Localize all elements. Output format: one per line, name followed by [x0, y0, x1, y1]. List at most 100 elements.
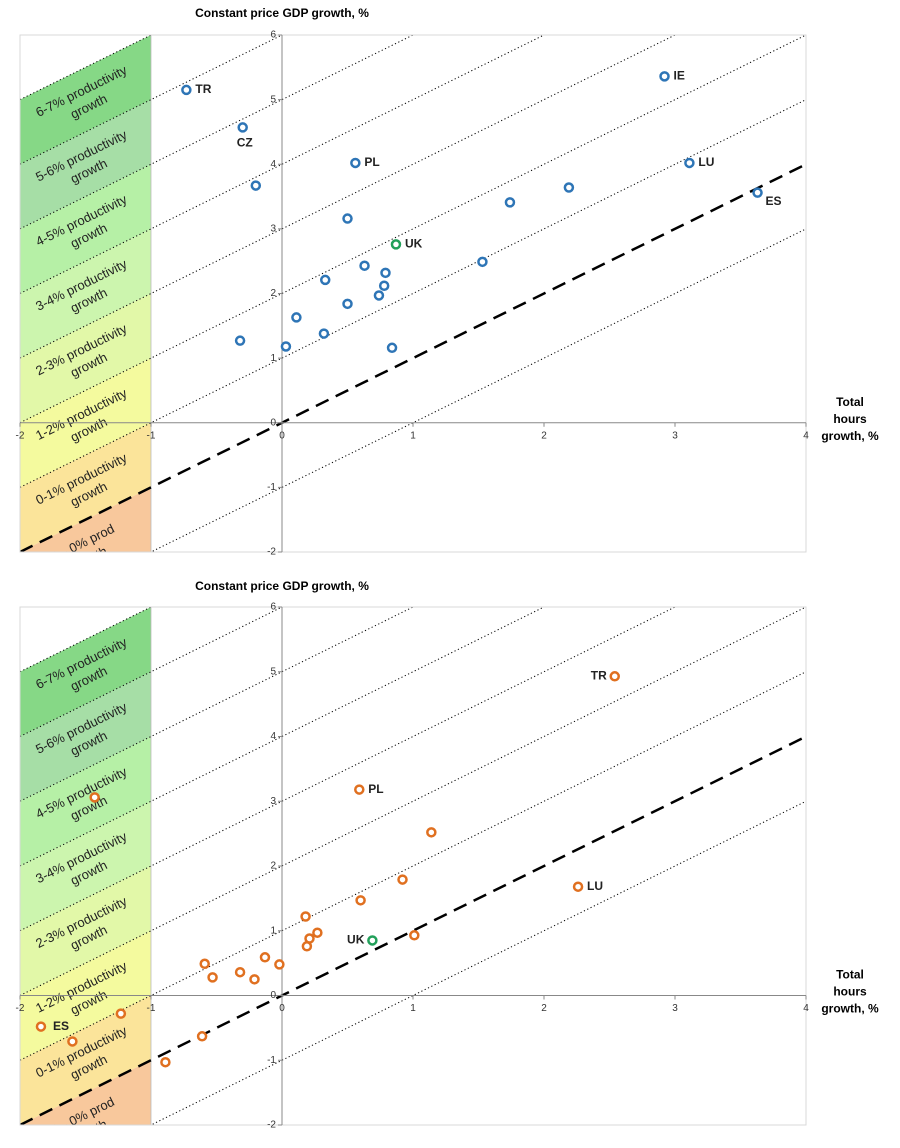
point-label: PL [364, 155, 379, 169]
x-axis-title: hours [833, 412, 867, 426]
y-tick-label: 0 [270, 417, 276, 428]
chart-title: Constant price GDP growth, % [195, 6, 369, 20]
y-tick-label: -2 [267, 1120, 276, 1131]
data-point [234, 966, 246, 978]
data-point [504, 197, 516, 208]
point-label: UK [347, 933, 365, 947]
data-point [280, 341, 292, 352]
chart-title: Constant price GDP growth, % [195, 579, 369, 593]
x-axis-title: Total [836, 395, 864, 409]
x-axis-title: hours [833, 985, 867, 999]
band [20, 164, 151, 294]
data-point [342, 213, 353, 224]
data-point [342, 298, 353, 310]
data-point [160, 1056, 171, 1068]
data-point [291, 312, 302, 323]
data-point [355, 895, 366, 906]
x-tick-label: -1 [147, 430, 156, 441]
point-label: ES [53, 1019, 69, 1033]
x-tick-label: 2 [541, 1003, 547, 1014]
y-tick-label: -1 [267, 482, 276, 493]
plot-border [19, 606, 807, 1126]
y-tick-label: 4 [270, 731, 276, 742]
y-tick-label: 2 [270, 288, 276, 299]
data-point [181, 84, 192, 96]
data-point [234, 335, 246, 346]
data-point [378, 280, 390, 291]
y-tick-label: 5 [270, 666, 276, 677]
point-label: LU [587, 879, 603, 893]
data-point [259, 952, 271, 963]
band [20, 99, 151, 229]
y-tick-label: 6 [270, 30, 276, 41]
point-label: IE [674, 69, 685, 83]
point-label: PL [368, 782, 383, 796]
band [20, 293, 151, 423]
x-axis-title: Total [836, 968, 864, 982]
data-point [312, 927, 323, 938]
data-point [609, 671, 620, 682]
x-tick-label: 4 [803, 1003, 809, 1014]
x-tick-label: 0 [279, 1003, 285, 1014]
data-point [67, 1036, 78, 1047]
data-point [35, 1021, 47, 1032]
data-point [373, 290, 385, 301]
data-point [274, 959, 285, 970]
band [20, 736, 151, 866]
data-point [426, 827, 437, 838]
band [20, 607, 151, 737]
dashed-line [20, 735, 806, 1125]
y-tick-label: 6 [270, 602, 276, 613]
y-tick-label: 3 [270, 224, 276, 235]
band [20, 995, 151, 1125]
data-point [115, 1008, 127, 1019]
data-point [380, 267, 391, 279]
point-label: ES [766, 194, 782, 208]
data-point [249, 974, 260, 985]
y-tick-label: 3 [270, 796, 276, 807]
band [20, 866, 151, 996]
data-point [477, 256, 488, 268]
data-point [207, 972, 218, 983]
x-tick-label: 4 [803, 430, 809, 441]
x-tick-label: -2 [16, 1003, 25, 1014]
x-tick-label: 0 [279, 430, 285, 441]
y-tick-label: -1 [267, 1055, 276, 1066]
data-point [684, 157, 695, 169]
y-tick-label: 2 [270, 861, 276, 872]
x-tick-label: 3 [672, 430, 678, 441]
x-axis-title: growth, % [821, 429, 879, 443]
data-point [563, 182, 575, 193]
point-label: TR [591, 668, 607, 682]
x-tick-label: 3 [672, 1003, 678, 1014]
data-point [397, 874, 408, 885]
x-tick-label: -2 [16, 430, 25, 441]
data-point [319, 274, 331, 286]
point-label: LU [698, 155, 714, 169]
band [20, 671, 151, 802]
data-point [367, 935, 378, 946]
point-label: UK [405, 237, 423, 251]
data-point [386, 342, 398, 354]
data-point [390, 239, 402, 250]
data-point [409, 930, 420, 941]
data-point [659, 71, 670, 82]
data-point [250, 180, 262, 191]
y-tick-label: 0 [270, 990, 276, 1001]
y-tick-label: 4 [270, 159, 276, 170]
data-point [89, 792, 100, 803]
point-label: TR [195, 82, 211, 96]
plot-border [19, 34, 807, 553]
data-point [199, 958, 210, 970]
dashed-line [20, 163, 806, 552]
x-tick-label: 2 [541, 430, 547, 441]
point-label: CZ [237, 136, 253, 150]
band [20, 35, 151, 165]
y-tick-label: 1 [270, 925, 276, 936]
data-point [237, 122, 248, 133]
